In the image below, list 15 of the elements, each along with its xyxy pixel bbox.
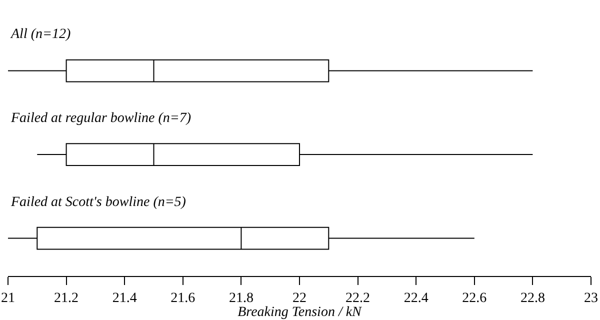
x-tick-label: 22.8	[520, 290, 545, 306]
x-tick-label: 22.4	[404, 290, 428, 306]
x-tick-label: 23	[584, 290, 598, 306]
x-tick-label: 22	[292, 290, 306, 306]
x-tick-label: 22.6	[462, 290, 487, 306]
y-tick-label: All (n=12)	[10, 27, 71, 42]
x-axis-title: Breaking Tension / kN	[238, 305, 362, 320]
x-tick-label: 22.2	[346, 290, 370, 306]
x-tick-label: 21.8	[228, 290, 254, 306]
x-tick-label: 21	[1, 290, 15, 306]
x-tick-label: 21.2	[54, 290, 79, 306]
x-tick-label: 21.4	[112, 290, 137, 306]
x-tick-label: 21.6	[170, 290, 196, 306]
y-tick-label: Failed at Scott's bowline (n=5)	[10, 195, 186, 210]
y-tick-label: Failed at regular bowline (n=7)	[10, 111, 192, 126]
